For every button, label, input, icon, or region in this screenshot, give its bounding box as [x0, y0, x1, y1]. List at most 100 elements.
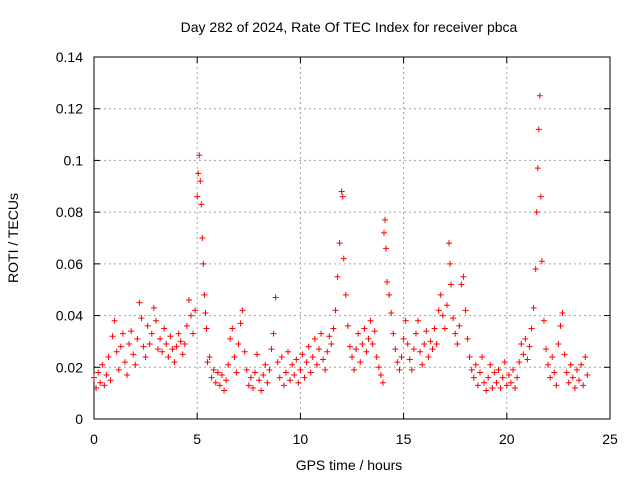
data-point	[264, 379, 271, 386]
data-point	[487, 361, 494, 368]
data-point	[152, 317, 159, 324]
data-point	[446, 240, 453, 247]
data-point	[101, 382, 108, 389]
data-point	[578, 361, 585, 368]
data-point	[561, 351, 568, 358]
data-point	[474, 382, 481, 389]
data-point	[216, 382, 223, 389]
data-point	[144, 322, 151, 329]
y-tick-label: 0.06	[56, 256, 83, 272]
data-point	[355, 330, 362, 337]
data-point	[307, 369, 314, 376]
data-point	[499, 374, 506, 381]
data-point	[201, 291, 208, 298]
data-point	[91, 374, 97, 381]
data-point	[299, 351, 306, 358]
data-point	[367, 317, 374, 324]
data-point	[161, 325, 168, 332]
data-point	[291, 372, 298, 379]
x-tick-label: 0	[90, 431, 98, 447]
data-point	[505, 372, 512, 379]
data-point	[272, 294, 279, 301]
data-point	[318, 330, 325, 337]
data-point	[342, 291, 349, 298]
data-point	[540, 317, 547, 324]
data-point	[532, 266, 539, 273]
data-point	[256, 377, 263, 384]
data-point	[479, 353, 486, 360]
data-point	[103, 372, 110, 379]
data-point	[580, 382, 587, 389]
data-point	[373, 353, 380, 360]
data-point	[476, 369, 483, 376]
data-point	[140, 343, 147, 350]
chart-title: Day 282 of 2024, Rate Of TEC Index for r…	[181, 19, 518, 35]
data-point	[377, 372, 384, 379]
data-point	[200, 260, 207, 267]
data-point	[404, 341, 411, 348]
data-point	[433, 341, 440, 348]
data-point	[557, 322, 564, 329]
y-axis-label: ROTI / TECUs	[5, 193, 21, 283]
data-point	[472, 361, 479, 368]
data-point	[361, 325, 368, 332]
data-point	[507, 379, 514, 386]
data-point	[425, 353, 432, 360]
data-point	[233, 369, 240, 376]
data-point	[113, 348, 120, 355]
data-point	[551, 369, 558, 376]
data-point	[493, 379, 500, 386]
y-tick-label: 0.02	[56, 359, 83, 375]
data-point	[462, 307, 469, 314]
data-point	[584, 372, 591, 379]
data-point	[245, 382, 252, 389]
data-point	[392, 346, 399, 353]
data-point	[535, 126, 542, 133]
data-point	[171, 359, 178, 366]
data-point	[503, 382, 510, 389]
data-point	[512, 384, 519, 391]
x-tick-label: 10	[293, 431, 309, 447]
data-point	[107, 377, 114, 384]
data-point	[295, 379, 302, 386]
data-point	[466, 353, 473, 360]
data-point	[384, 278, 391, 285]
data-point	[266, 366, 273, 373]
data-point	[408, 366, 415, 373]
axis-ticks: 0 5 10 15 20 25 0 0.02 0.04 0.06 0.08 0.1 0.12 0.14	[56, 49, 618, 447]
data-point	[555, 341, 562, 348]
data-point	[421, 341, 428, 348]
data-point	[289, 361, 296, 368]
data-point	[197, 178, 204, 185]
data-point	[315, 346, 322, 353]
data-point	[212, 379, 219, 386]
data-point	[132, 361, 139, 368]
data-point	[559, 309, 566, 316]
data-point	[349, 353, 355, 360]
data-point	[375, 364, 382, 371]
data-point	[380, 229, 387, 236]
data-point	[536, 92, 543, 99]
data-point	[359, 341, 366, 348]
data-point	[159, 348, 166, 355]
data-point	[208, 374, 215, 381]
data-point	[148, 330, 155, 337]
data-point	[398, 353, 405, 360]
data-point	[522, 335, 529, 342]
data-point	[357, 359, 364, 366]
data-point	[206, 353, 213, 360]
data-point	[285, 348, 292, 355]
data-point	[128, 328, 135, 335]
data-point	[549, 353, 556, 360]
data-point	[383, 245, 390, 252]
data-point	[346, 343, 353, 350]
data-point	[195, 170, 202, 177]
data-point	[258, 387, 265, 394]
data-point	[183, 322, 190, 329]
data-point	[324, 348, 331, 355]
data-point	[276, 374, 283, 381]
data-point	[241, 348, 248, 355]
data-point	[175, 330, 182, 337]
data-point	[111, 317, 118, 324]
